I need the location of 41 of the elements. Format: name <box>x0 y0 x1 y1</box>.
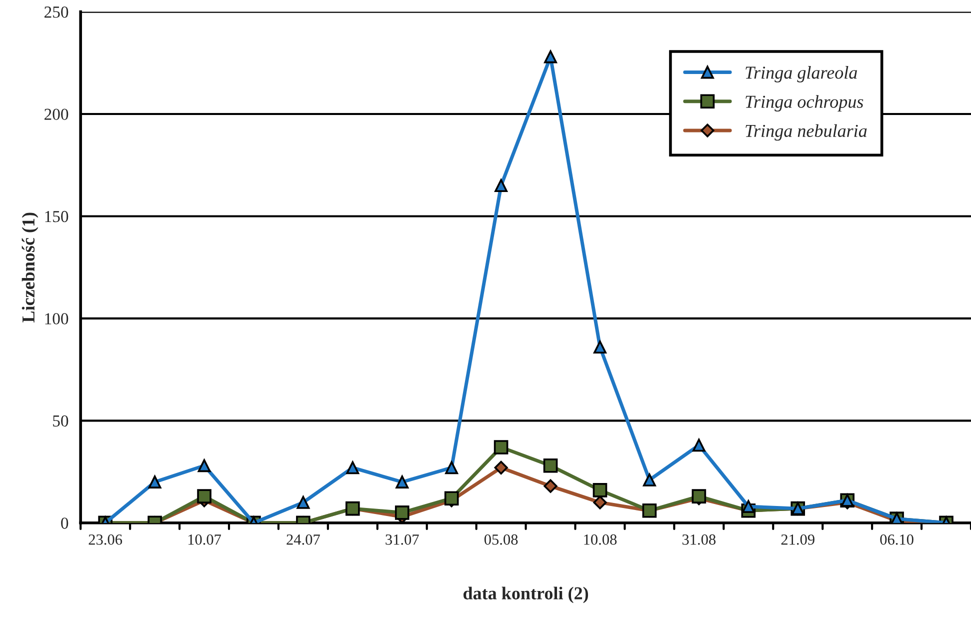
y-tick-label: 0 <box>61 518 68 529</box>
point <box>643 473 656 486</box>
y-tick-label: 150 <box>45 210 68 222</box>
point <box>396 476 409 488</box>
point <box>544 50 557 64</box>
x-tick-label: 31.07 <box>386 534 419 545</box>
point <box>494 179 508 192</box>
point <box>593 496 607 510</box>
point <box>296 496 310 509</box>
y-tick-label: 100 <box>45 313 68 324</box>
x-tick-label: 05.08 <box>484 534 518 545</box>
point <box>742 500 755 513</box>
x-tick-label: 10.08 <box>584 534 617 545</box>
x-tick-label: 31.08 <box>682 534 716 545</box>
x-tick-label: 21.09 <box>781 534 814 545</box>
y-tick-label: 50 <box>53 415 68 427</box>
x-tick-label: 06.10 <box>880 534 914 545</box>
point <box>692 489 706 504</box>
point <box>692 438 706 452</box>
y-tick-label: 200 <box>44 108 68 120</box>
point <box>198 459 211 472</box>
legend-label: Tringa ochropus <box>746 95 864 112</box>
legend-label: Tringa nebularia <box>746 124 867 141</box>
point <box>445 461 458 474</box>
point <box>394 506 410 520</box>
point <box>494 440 508 454</box>
x-tick-label: 24.07 <box>286 534 320 545</box>
x-axis-title: data kontroli (2) <box>463 586 588 604</box>
point <box>543 458 558 473</box>
x-tick-label: 23.06 <box>88 534 122 545</box>
point <box>544 479 558 493</box>
legend-label: Tringa glareola <box>746 66 858 82</box>
point <box>592 483 608 498</box>
point <box>594 340 606 354</box>
point <box>148 476 162 488</box>
x-tick-label: 10.07 <box>188 534 222 545</box>
point <box>197 489 212 504</box>
y-axis-title: Liczebność (1) <box>22 212 38 322</box>
point <box>494 460 508 474</box>
point <box>346 461 360 474</box>
y-tick-label: 250 <box>44 6 68 18</box>
